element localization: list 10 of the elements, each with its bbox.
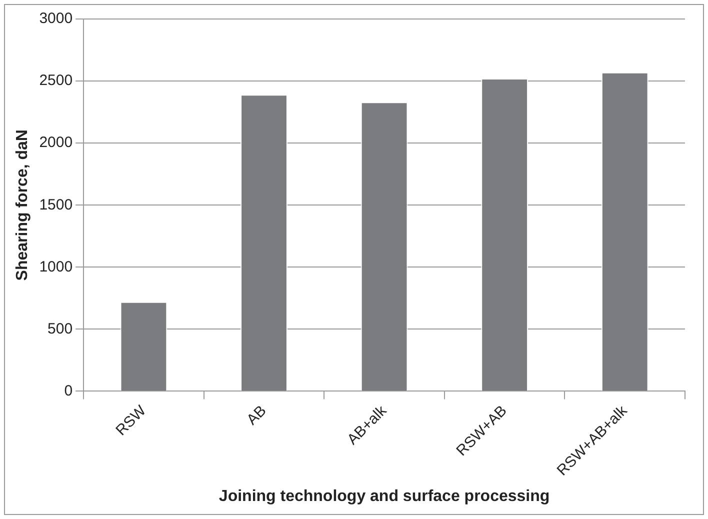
y-tick-label: 2500 [39, 72, 73, 90]
y-tick-label: 500 [48, 320, 73, 338]
y-tick-label: 0 [64, 382, 73, 400]
y-tick-label: 3000 [39, 10, 73, 28]
x-tick-label: AB [244, 402, 270, 429]
y-tick-label: 2000 [39, 134, 73, 152]
y-tick-label: 1500 [39, 196, 73, 214]
x-axis-title: Joining technology and surface processing [218, 488, 550, 505]
y-axis-title: Shearing force, daN [14, 130, 32, 281]
y-tick-label: 1000 [39, 258, 73, 276]
